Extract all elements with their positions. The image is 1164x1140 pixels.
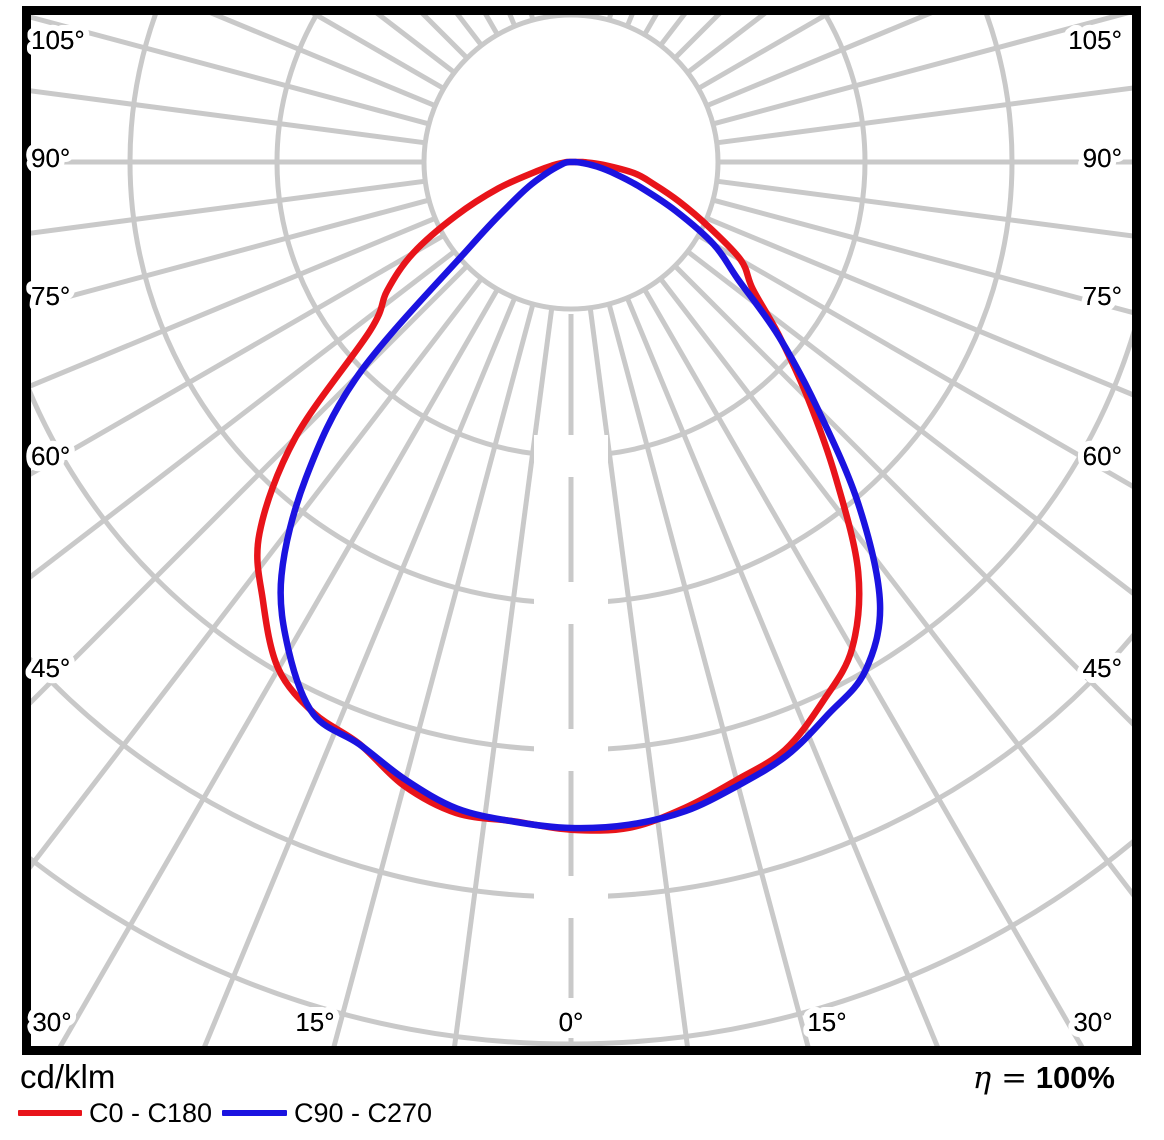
scale-label-gap: [534, 435, 608, 477]
axis-label-left: 105°: [31, 25, 85, 55]
scale-label-gap: [545, 998, 597, 1038]
grid-radial-line: [658, 277, 1132, 898]
axis-label-left: 45°: [31, 653, 70, 683]
grid-radial-line: [624, 296, 940, 1046]
grid-radial-line: [31, 233, 445, 477]
chart-frame: [22, 6, 1141, 1055]
efficiency-symbol: η =: [972, 1060, 1028, 1096]
grid-radial-line: [331, 303, 536, 1046]
grid-radial-line: [587, 307, 690, 1046]
grid-radial-line: [712, 197, 1132, 315]
axis-label-left: 60°: [31, 441, 70, 471]
grid-radial-line: [31, 249, 456, 580]
scale-label-gap: [534, 876, 608, 918]
legend-label: C90 - C270: [294, 1097, 433, 1128]
axis-label-right: 60°: [1083, 441, 1122, 471]
grid-radial-line: [31, 15, 430, 127]
axis-label-bottom: 15°: [295, 1007, 334, 1037]
axis-label-right: 75°: [1083, 281, 1122, 311]
grid-group: [31, 15, 1132, 1046]
grid-radial-line: [686, 249, 1132, 596]
grid-radial-line: [31, 215, 437, 389]
grid-radial-line: [705, 15, 933, 109]
legend: C0 - C180 C90 - C270: [0, 1098, 1164, 1132]
axis-label-bottom: 15°: [807, 1007, 846, 1037]
grid-radial-line: [202, 296, 518, 1046]
axis-label-right: 45°: [1083, 653, 1122, 683]
axis-label-left: 75°: [31, 281, 70, 311]
grid-radial-line: [31, 264, 469, 706]
axis-label-bottom: 0°: [559, 1007, 584, 1037]
axis-label-right: 90°: [1083, 143, 1122, 173]
scale-label-gap: [534, 582, 608, 624]
units-label: cd/klm: [20, 1058, 116, 1095]
curve-c90-c270: [277, 158, 884, 832]
axis-label-left: 75°: [31, 281, 70, 311]
axis-label-bottom: 0°: [559, 1007, 584, 1037]
axis-label-right: 105°: [1068, 25, 1122, 55]
axis-label-left: 60°: [31, 441, 70, 471]
scale-label-gap: [534, 729, 608, 771]
legend-swatch-red: [18, 1110, 82, 1116]
grid-radial-line: [606, 303, 811, 1046]
legend-label: C0 - C180: [89, 1097, 213, 1128]
axis-label-bottom: 30°: [32, 1007, 71, 1037]
axis-label-left: 105°: [31, 25, 85, 55]
axis-label-bottom: 15°: [807, 1007, 846, 1037]
axis-label-right: 45°: [1083, 653, 1122, 683]
legend-swatch-blue: [222, 1110, 287, 1116]
axis-label-right: 105°: [1068, 25, 1122, 55]
efficiency-label: η = 100%: [973, 1060, 1115, 1096]
grid-radial-line: [712, 15, 1130, 127]
grid-radial-line: [452, 307, 555, 1046]
efficiency-value: 100%: [1035, 1060, 1115, 1095]
axis-label-right: 90°: [1083, 143, 1122, 173]
grid-radial-line: [31, 277, 484, 870]
grid-radial-line: [697, 233, 1132, 489]
axis-label-right: 75°: [1083, 281, 1122, 311]
legend-item-c90-c270: C90 - C270: [222, 1098, 432, 1128]
grid-radial-line: [31, 88, 426, 146]
grid-radial-line: [716, 178, 1132, 239]
grid-radial-line: [57, 288, 500, 1046]
legend-item-c0-c180: C0 - C180: [18, 1098, 212, 1128]
grid-radial-line: [716, 85, 1132, 146]
grid-radial-line: [642, 288, 1085, 1046]
axis-label-bottom: 30°: [1073, 1007, 1112, 1037]
axis-label-bottom: 30°: [32, 1007, 71, 1037]
polar-chart: 105° 105° 90° 90° 75° 75° 60° 60° 45° 45° 105° 105°…: [22, 6, 1141, 1055]
grid-radial-line: [209, 15, 437, 109]
axis-label-bottom: 30°: [1073, 1007, 1112, 1037]
grid-radial-line: [31, 178, 426, 236]
axis-label-left: 90°: [31, 143, 70, 173]
axis-label-bottom: 15°: [295, 1007, 334, 1037]
axis-label-left: 90°: [31, 143, 70, 173]
axis-label-right: 60°: [1083, 441, 1122, 471]
axis-label-left: 45°: [31, 653, 70, 683]
grid-radial-line: [31, 197, 430, 310]
grid-radial-line: [705, 215, 1132, 398]
polar-chart-svg: 105°105°90°90°75°75°60°60°45°45°105°105°…: [22, 6, 1141, 1055]
